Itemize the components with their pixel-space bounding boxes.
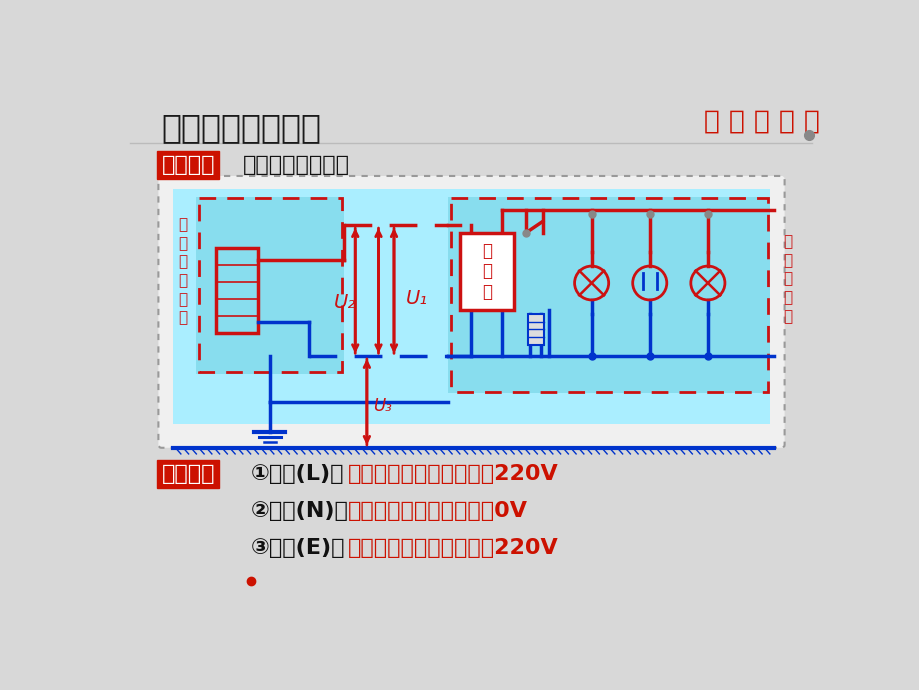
- Text: 家
庭
用
户
端: 家 庭 用 户 端: [782, 235, 791, 324]
- Text: 三、家庭电路结构: 三、家庭电路结构: [162, 111, 321, 144]
- Text: 火线与大地之间的电压是220V: 火线与大地之间的电压是220V: [347, 538, 558, 558]
- Text: U₃: U₃: [373, 397, 391, 415]
- Bar: [460, 233, 514, 310]
- Text: ①火线(L)：: ①火线(L)：: [250, 464, 344, 484]
- Bar: [448, 197, 769, 393]
- FancyBboxPatch shape: [158, 176, 784, 448]
- Bar: [528, 314, 543, 344]
- Text: 【组成】: 【组成】: [162, 464, 215, 484]
- Text: 低
压
供
电
电
源: 低 压 供 电 电 源: [178, 217, 187, 326]
- Text: ③地线(E)：: ③地线(E)：: [250, 538, 345, 558]
- Text: 家庭电路的电源。: 家庭电路的电源。: [243, 155, 349, 175]
- Text: 零线与大地之间的电压是0V: 零线与大地之间的电压是0V: [347, 501, 527, 521]
- Text: 【 进 户 线 】: 【 进 户 线 】: [703, 108, 819, 135]
- Text: U₁: U₁: [405, 289, 427, 308]
- Bar: [173, 189, 769, 424]
- Bar: [196, 197, 344, 374]
- Text: 火线与零线之间的电压是220V: 火线与零线之间的电压是220V: [347, 464, 558, 484]
- Text: 电
能
表: 电 能 表: [482, 241, 492, 302]
- Bar: [216, 248, 258, 333]
- Text: 【实质】: 【实质】: [162, 155, 215, 175]
- Text: ②零线(N)：: ②零线(N)：: [250, 501, 348, 521]
- Text: U₂: U₂: [334, 293, 356, 312]
